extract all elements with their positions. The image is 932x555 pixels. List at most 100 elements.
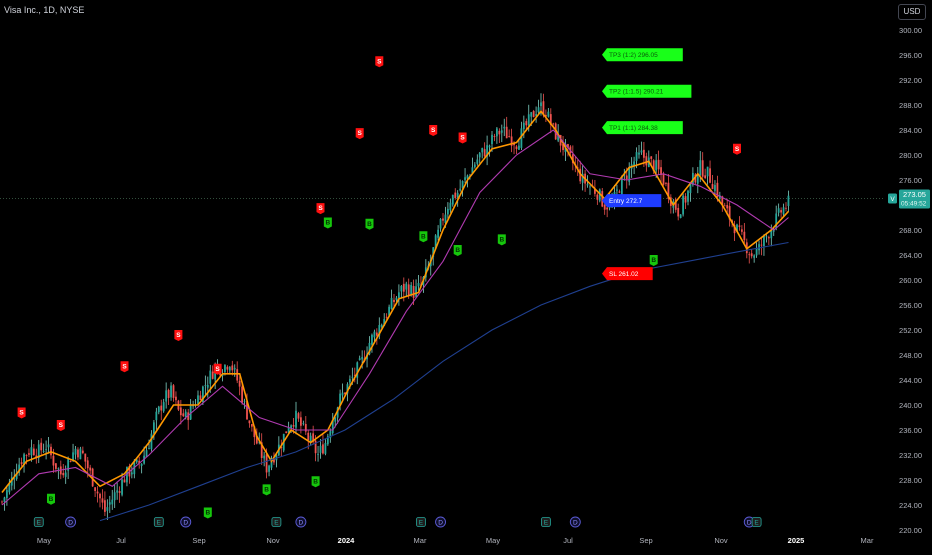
- candle-body: [351, 376, 354, 378]
- price-tick-label: 264.00: [899, 251, 922, 260]
- sell-signal-letter: S: [176, 332, 181, 339]
- buy-signal-letter: B: [367, 221, 372, 228]
- candle-body: [273, 458, 275, 463]
- earnings-badge: [541, 517, 551, 527]
- earnings-badge: [33, 517, 44, 527]
- candle-body: [358, 358, 361, 360]
- candle: [439, 218, 442, 232]
- candle: [153, 420, 155, 440]
- candle: [442, 213, 444, 226]
- earnings-marker: E: [541, 517, 551, 527]
- candle: [738, 216, 741, 231]
- candle-body: [728, 206, 731, 220]
- candle-body: [148, 448, 150, 450]
- candle: [777, 203, 780, 217]
- candle: [476, 154, 479, 166]
- stop-loss-box: [602, 267, 653, 281]
- candle-body: [748, 254, 751, 256]
- price-axis[interactable]: 220.00 224.00 228.00 232.00 236.00 240.00 244.…: [885, 0, 932, 550]
- candle-body: [175, 396, 177, 401]
- price-axis-bg: [885, 0, 932, 550]
- sell-signal: S: [375, 56, 384, 68]
- price-tick-label: 256.00: [899, 301, 922, 310]
- candle-body: [228, 367, 231, 371]
- candle-body: [145, 450, 148, 458]
- candle-body: [187, 412, 190, 421]
- candle: [562, 135, 564, 156]
- time-axis[interactable]: May Jul Sep Nov 2024 Mar May Jul Sep Nov 2025 Mar: [37, 536, 874, 545]
- candle-body: [483, 149, 486, 157]
- candle: [601, 187, 604, 208]
- sell-signal-letter: S: [431, 127, 436, 134]
- candle: [135, 458, 138, 464]
- candle-body: [13, 478, 16, 480]
- candle-body: [738, 225, 741, 227]
- candle-body: [89, 467, 92, 471]
- candle-body: [444, 214, 447, 223]
- candle: [782, 203, 785, 217]
- candle-body: [706, 166, 709, 177]
- price-tick-label: 296.00: [899, 51, 922, 60]
- currency-button[interactable]: USD: [898, 4, 926, 20]
- candle: [537, 99, 540, 115]
- candle: [503, 118, 506, 137]
- candle-body: [40, 442, 43, 451]
- candle: [277, 436, 280, 457]
- candle: [155, 407, 158, 430]
- candle-body: [373, 331, 376, 338]
- candle: [84, 453, 87, 470]
- candle-body: [545, 114, 547, 117]
- sell-signal-flag: [355, 128, 364, 140]
- candle-body: [711, 184, 714, 190]
- candle: [189, 399, 192, 421]
- candle-body: [461, 181, 464, 188]
- candle-body: [104, 500, 106, 512]
- time-tick-label: 2024: [338, 536, 356, 545]
- price-tick-label: 280.00: [899, 151, 922, 160]
- candle: [197, 390, 199, 405]
- candle-body: [324, 442, 327, 454]
- buy-signal-flag: [47, 493, 55, 505]
- time-tick-label: Sep: [192, 536, 205, 545]
- candle: [748, 251, 751, 264]
- dividend-badge: [569, 516, 581, 528]
- candle-body: [456, 192, 459, 197]
- candle-body: [755, 248, 758, 256]
- candle: [6, 487, 8, 506]
- candle-body: [77, 449, 79, 458]
- candle-body: [540, 102, 542, 107]
- candle: [471, 157, 474, 174]
- candle: [20, 457, 23, 467]
- candle: [13, 469, 16, 490]
- earnings-badge: [271, 517, 282, 527]
- candle-body: [491, 134, 493, 145]
- candle-body: [179, 407, 182, 416]
- candle: [689, 182, 692, 202]
- buy-signal: B: [497, 234, 506, 246]
- candle: [211, 365, 214, 380]
- candle-body: [390, 297, 393, 309]
- candle-body: [704, 175, 707, 179]
- price-tick-label: 252.00: [899, 326, 922, 335]
- candle: [30, 439, 33, 462]
- candle-body: [334, 417, 337, 422]
- candle-body: [434, 235, 437, 249]
- candle: [175, 391, 177, 406]
- candle-body: [224, 364, 226, 372]
- candle: [716, 175, 719, 202]
- chart-title: Visa Inc., 1D, NYSE: [4, 5, 85, 15]
- candle-body: [699, 160, 702, 176]
- candle-body: [135, 459, 138, 463]
- candle-body: [787, 195, 790, 207]
- symbol-marker: [888, 193, 897, 204]
- candle-body: [466, 175, 469, 179]
- buy-signal-flag: [203, 507, 212, 519]
- candle-body: [101, 498, 104, 503]
- candle-body: [398, 292, 400, 299]
- candle-body: [689, 183, 692, 193]
- candle: [324, 439, 327, 456]
- entry-box: [602, 194, 662, 208]
- candle-body: [326, 436, 329, 445]
